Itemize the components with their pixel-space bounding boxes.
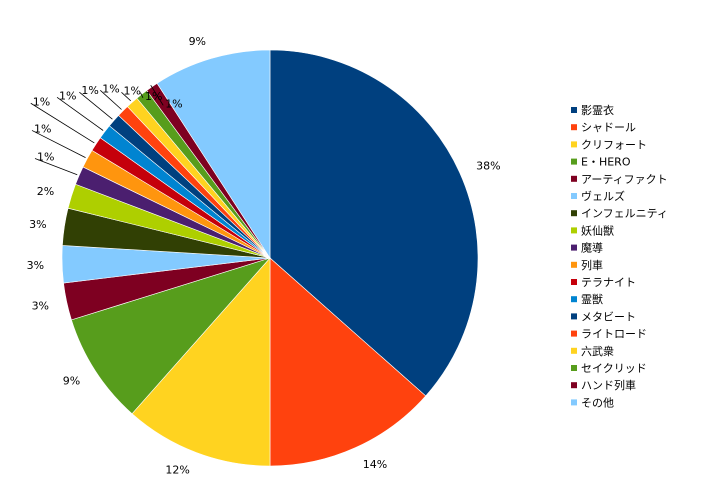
- legend-swatch-16: [571, 382, 577, 389]
- data-label-9: 1%: [34, 122, 51, 135]
- legend-swatch-1: [571, 124, 577, 131]
- pie-slice-2: [131, 257, 271, 467]
- legend-label-13: ライトロード: [581, 328, 647, 341]
- leader-line-12: [79, 91, 113, 120]
- data-label-0: 38%: [476, 159, 500, 172]
- data-label-11: 1%: [59, 89, 76, 102]
- data-label-5: 3%: [27, 259, 44, 272]
- legend-label-12: メタビート: [581, 310, 636, 323]
- data-label-3: 9%: [63, 375, 80, 388]
- data-label-2: 12%: [165, 463, 189, 476]
- legend-swatch-12: [571, 313, 577, 320]
- legend-label-5: ヴェルズ: [581, 189, 625, 203]
- leader-line-15: [140, 92, 144, 99]
- pie-leader-lines: [30, 84, 164, 176]
- leader-line-8: [34, 158, 78, 176]
- legend-label-6: インフェルニティ: [581, 207, 668, 220]
- legend-swatch-17: [571, 399, 577, 406]
- legend-label-11: 霊獣: [581, 292, 603, 306]
- data-label-1: 14%: [363, 458, 387, 471]
- legend-swatch-14: [571, 347, 577, 354]
- legend-swatch-10: [571, 279, 577, 285]
- legend-swatch-15: [571, 365, 577, 371]
- legend-label-10: テラナイト: [581, 276, 636, 289]
- legend-label-9: 列車: [581, 258, 603, 272]
- legend-label-1: シャドール: [581, 121, 636, 134]
- data-label-7: 2%: [37, 185, 54, 198]
- data-label-10: 1%: [33, 95, 50, 108]
- legend-swatch-5: [571, 193, 577, 199]
- pie-slices: [61, 49, 479, 467]
- legend-swatch-6: [571, 210, 577, 217]
- data-label-6: 3%: [29, 218, 46, 231]
- legend-swatch-0: [571, 107, 577, 113]
- legend-label-15: セイクリッド: [581, 362, 647, 375]
- pie-slice-1: [269, 257, 427, 467]
- legend-swatch-7: [571, 227, 577, 234]
- pie-slice-17: [156, 49, 271, 260]
- pie-slice-3: [71, 257, 271, 415]
- data-label-8: 1%: [37, 150, 54, 163]
- legend-label-2: クリフォート: [581, 138, 647, 151]
- pie-slice-0: [269, 49, 479, 397]
- leader-line-14: [121, 92, 132, 102]
- legend-label-3: E・HERO: [581, 156, 631, 169]
- data-label-13: 1%: [102, 82, 119, 95]
- leader-line-9: [31, 130, 86, 158]
- leader-line-10: [30, 102, 95, 144]
- leader-line-13: [100, 89, 122, 110]
- legend-label-14: 六武衆: [581, 345, 614, 358]
- legend-label-0: 影霊衣: [581, 103, 614, 117]
- leader-line-11: [56, 96, 104, 131]
- data-label-16: 1%: [165, 97, 182, 110]
- legend-swatch-11: [571, 296, 577, 303]
- legend-swatch-13: [571, 330, 577, 337]
- data-label-17: 9%: [189, 35, 206, 48]
- legend-label-17: その他: [581, 396, 614, 409]
- legend-swatch-2: [571, 141, 577, 148]
- legend-label-16: ハンド列車: [581, 378, 636, 392]
- legend-swatch-8: [571, 244, 577, 251]
- pie-data-labels: 38%14%12%9%3%3%3%2%1%1%1% 1% 1% 1% 1% 1%1%9%: [27, 35, 501, 476]
- leader-line-16: [150, 84, 164, 106]
- legend-swatch-3: [571, 158, 577, 165]
- legend-swatch-4: [571, 175, 577, 182]
- legend-label-8: 魔導: [581, 241, 603, 255]
- data-label-4: 3%: [32, 299, 49, 312]
- data-label-14: 1%: [123, 84, 140, 97]
- legend-swatch-9: [571, 261, 577, 268]
- legend-label-7: 妖仙獣: [581, 223, 614, 237]
- legend-label-4: アーティファクト: [581, 173, 668, 186]
- data-label-15: 1%: [145, 90, 162, 103]
- data-label-12: 1%: [81, 84, 98, 97]
